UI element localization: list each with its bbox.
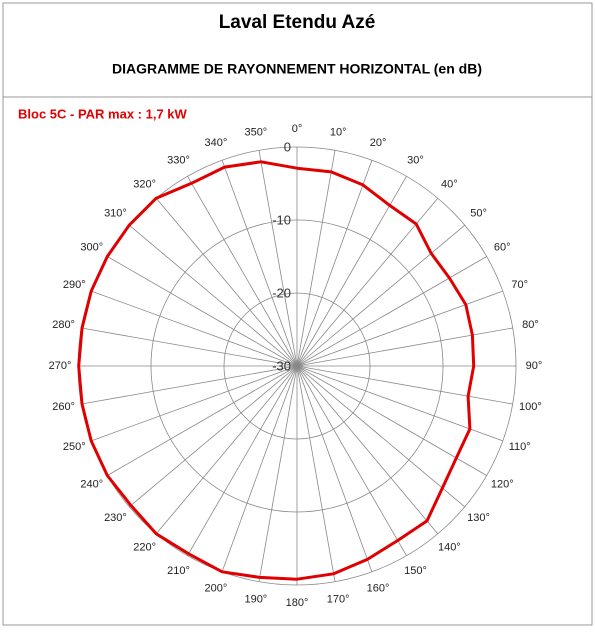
legend-entry: Bloc 5C - PAR max : 1,7 kW (18, 106, 188, 121)
spoke (187, 176, 298, 367)
angle-label: 190° (244, 593, 267, 605)
angle-label: 30° (407, 155, 424, 167)
r-tick-label: -20 (272, 285, 291, 300)
angle-label: 300° (80, 241, 103, 253)
spoke (155, 365, 298, 535)
spoke (258, 365, 298, 582)
angle-label: 180° (286, 597, 309, 609)
spoke (81, 365, 298, 405)
angle-label: 280° (52, 319, 75, 331)
spoke (296, 365, 439, 535)
angle-label: 40° (441, 178, 458, 190)
chart-title: Laval Etendu Azé (219, 12, 376, 33)
angle-label: 200° (205, 583, 228, 595)
spoke (296, 150, 336, 367)
spoke (91, 365, 298, 442)
angle-label: 120° (491, 478, 514, 490)
angle-label: 130° (467, 512, 490, 524)
angle-label: 290° (63, 279, 86, 291)
series-line (77, 160, 476, 581)
angle-label: 230° (104, 512, 127, 524)
spoke (187, 365, 298, 556)
grid-ring (150, 219, 444, 513)
angle-label: 210° (167, 565, 190, 577)
spoke (296, 365, 466, 508)
angle-label: 20° (370, 137, 387, 149)
angle-label: 110° (509, 441, 531, 453)
angle-label: 240° (80, 478, 103, 490)
angle-label: 260° (52, 401, 75, 413)
angle-label: 10° (330, 127, 347, 139)
spoke (81, 327, 298, 367)
angle-label: 70° (511, 279, 528, 291)
spoke (221, 365, 298, 572)
angle-label: 320° (133, 178, 156, 190)
spoke (91, 290, 298, 367)
angle-label: 100° (519, 401, 542, 413)
angle-label: 340° (205, 137, 228, 149)
angle-label: 350° (244, 127, 267, 139)
spoke (296, 327, 513, 367)
angle-label: 150° (404, 565, 427, 577)
spoke (296, 160, 373, 367)
spoke (296, 365, 407, 556)
chart-subtitle: DIAGRAMME DE RAYONNEMENT HORIZONTAL (en … (112, 61, 482, 77)
spoke (258, 150, 298, 367)
angle-label: 270° (49, 360, 72, 372)
angle-label: 170° (327, 593, 350, 605)
spoke (107, 365, 298, 476)
angle-label: 310° (104, 208, 127, 220)
angle-label: 330° (167, 155, 190, 167)
spoke (107, 256, 298, 367)
angle-label: 140° (438, 541, 461, 553)
spoke (128, 365, 298, 508)
spoke (296, 290, 503, 367)
angle-label: 0° (292, 123, 303, 135)
angle-label: 90° (526, 360, 543, 372)
angle-label: 160° (367, 583, 390, 595)
spoke (296, 197, 439, 367)
angle-label: 250° (63, 441, 86, 453)
spoke (296, 224, 466, 367)
angle-label: 80° (522, 319, 539, 331)
spoke (296, 176, 407, 367)
spoke (221, 160, 298, 367)
r-tick-label: -30 (272, 358, 291, 373)
spoke (296, 365, 373, 572)
angle-label: 60° (494, 241, 511, 253)
spoke (155, 197, 298, 367)
angle-label: 220° (133, 541, 156, 553)
angle-label: 50° (470, 208, 487, 220)
frame (2, 2, 593, 626)
r-tick-label: -10 (272, 212, 291, 227)
spoke (296, 365, 513, 405)
grid-ring (223, 292, 371, 440)
spoke (128, 224, 298, 367)
r-tick-label: 0 (284, 139, 291, 154)
spoke (296, 256, 487, 367)
spoke (296, 365, 336, 582)
